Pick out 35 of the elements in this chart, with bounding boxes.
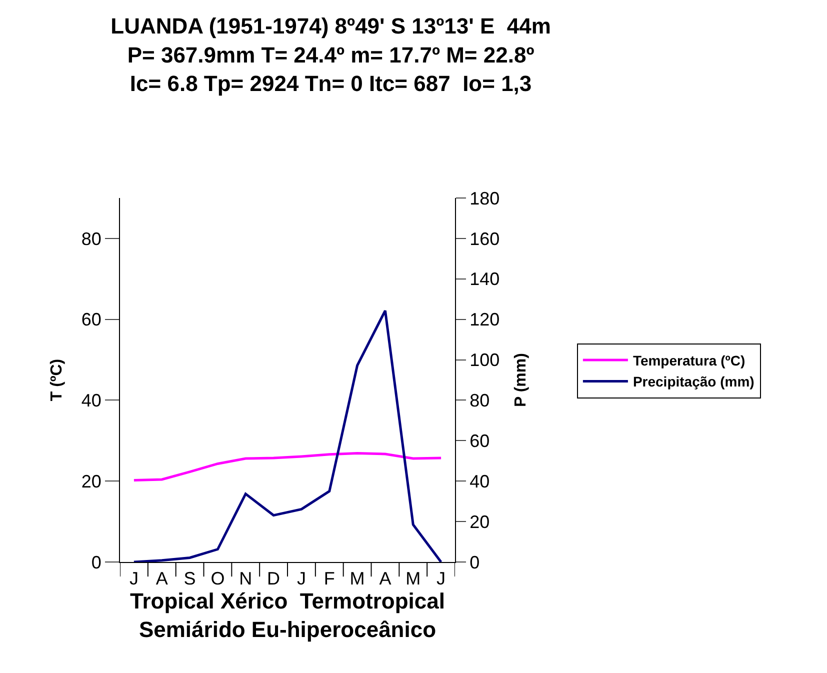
x-tick-label: O (210, 568, 225, 589)
line-series (132, 452, 442, 482)
y2-tick-label: 120 (470, 310, 500, 330)
legend-label: Precipitação (mm) (632, 374, 754, 390)
y2-axis-title: P (mm) (512, 353, 530, 407)
y-tick-label: 80 (81, 228, 102, 249)
y-axis-title: T (ºC) (48, 358, 66, 402)
y2-tick-label: 180 (470, 188, 500, 208)
y2-tick-label: 20 (470, 512, 490, 532)
x-tick-label: N (239, 568, 252, 589)
x-tick-label: M (350, 568, 365, 589)
y-tick-label: 0 (91, 552, 102, 572)
y2-tick-label: 80 (470, 390, 490, 411)
y-tick-label: 60 (81, 310, 102, 330)
x-tick-label: A (156, 568, 168, 589)
y2-tick-label: 60 (470, 430, 490, 451)
y2-tick-label: 40 (470, 471, 490, 492)
x-axis-title: Tropical Xérico Termotropical Semiárido Eu-hiperoceânico (130, 588, 446, 642)
y2-tick-label: 0 (470, 552, 480, 572)
chart-title: LUANDA (1951-1974) 8º49' S 13º13' E 44m P= 367.9mm T= 24.4º m= 17.7º M= 22.8º Ic= 6.8 Tp= 2924 Tn= 0 Itc= 687 Io= 1,3 (110, 14, 551, 96)
x-tick-label: S (184, 568, 196, 589)
x-tick-label: M (406, 568, 421, 589)
x-tick-label: J (129, 568, 138, 589)
y2-tick-label: 100 (470, 350, 500, 370)
x-tick-label: A (379, 568, 392, 589)
y-tick-label: 20 (81, 471, 102, 492)
x-tick-label: J (296, 568, 306, 589)
x-tick-label: J (436, 568, 446, 589)
x-tick-label: D (267, 568, 280, 589)
line-series (132, 309, 442, 562)
y2-tick-label: 140 (470, 269, 500, 290)
y2-tick-label: 160 (470, 228, 500, 249)
legend-label: Temperatura (ºC) (632, 352, 746, 368)
x-tick-label: F (324, 568, 335, 589)
y-tick-label: 40 (81, 390, 102, 411)
